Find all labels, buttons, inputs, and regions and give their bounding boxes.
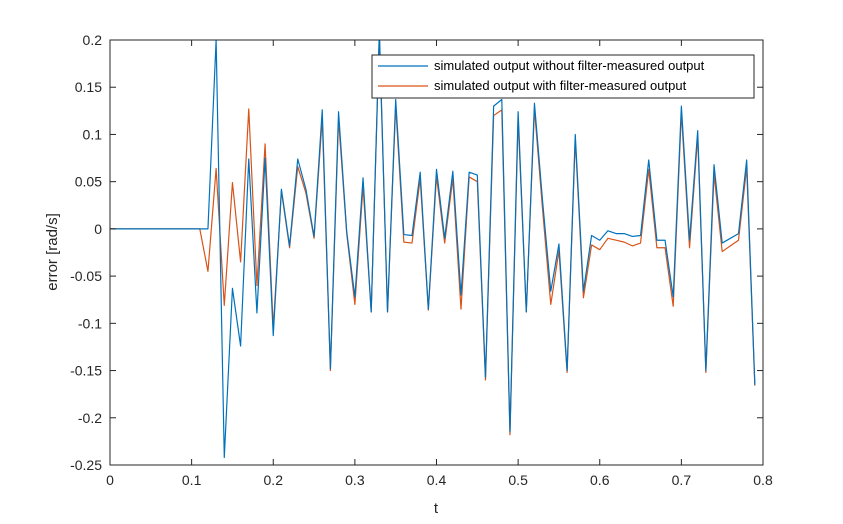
series-layer [110, 40, 756, 459]
y-tick-label: -0.15 [70, 363, 102, 379]
x-tick-label: 0.3 [345, 472, 365, 488]
x-tick-label: 0.5 [508, 472, 528, 488]
x-tick-label: 0.1 [182, 472, 202, 488]
legend-box [371, 54, 755, 99]
series-line-without-filter [110, 40, 756, 459]
x-tick-label: 0 [106, 472, 114, 488]
x-tick-label: 0.6 [590, 472, 610, 488]
x-tick-label: 0.8 [753, 472, 773, 488]
y-axis-label: error [rad/s] [44, 213, 61, 291]
y-tick-label: 0.1 [83, 126, 103, 142]
x-axis-ticks: 0 0.1 0.2 0.3 0.4 0.5 0.6 0.7 0.8 [106, 40, 773, 488]
legend-label-with-filter: simulated output with filter-measured ou… [434, 78, 687, 93]
x-axis-label: t [434, 500, 439, 517]
y-tick-label: -0.1 [78, 315, 102, 331]
y-tick-label: 0.05 [75, 174, 102, 190]
y-tick-label: -0.05 [70, 268, 102, 284]
y-tick-label: -0.2 [78, 410, 102, 426]
y-tick-label: 0.15 [75, 79, 102, 95]
x-tick-label: 0.2 [264, 472, 284, 488]
x-tick-label: 0.7 [672, 472, 692, 488]
y-axis-ticks: -0.25 -0.2 -0.15 -0.1 -0.05 0 0.05 0.1 0.15 0.2 [70, 32, 763, 473]
legend-label-without-filter: simulated output without filter-measured… [434, 58, 705, 73]
plot-area [110, 40, 763, 465]
y-tick-label: 0 [94, 221, 102, 237]
y-tick-label: -0.25 [70, 457, 102, 473]
legend: simulated output without filter-measured… [371, 54, 755, 99]
x-tick-label: 0.4 [427, 472, 447, 488]
y-tick-label: 0.2 [83, 32, 103, 48]
